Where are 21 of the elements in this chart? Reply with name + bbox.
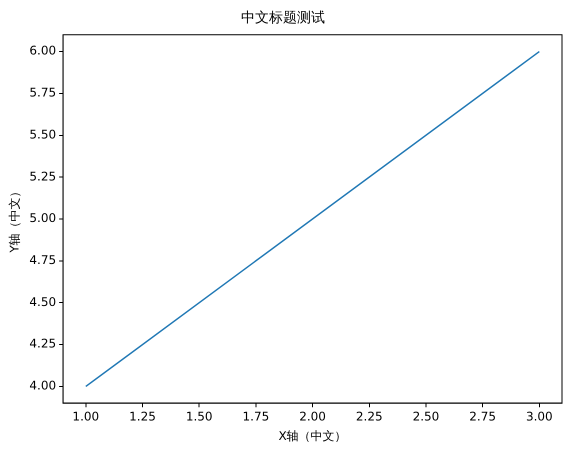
y-tick-label: 5.25 <box>29 169 56 184</box>
x-tick-label: 3.00 <box>526 410 553 424</box>
x-tick-label: 1.00 <box>72 410 100 424</box>
y-tick-label: 6.00 <box>29 44 56 58</box>
x-axis-title: X轴（中文） <box>278 428 347 443</box>
x-tick-label: 1.50 <box>186 410 213 424</box>
x-tick-label: 2.25 <box>356 410 383 424</box>
x-tick-label: 1.25 <box>129 410 156 424</box>
y-axis-title: Y轴（中文） <box>7 185 22 254</box>
y-tick-label: 4.25 <box>29 336 56 351</box>
y-tick-label: 5.00 <box>29 211 56 226</box>
x-tick-label: 2.00 <box>299 410 326 424</box>
y-tick-label: 4.50 <box>29 294 56 309</box>
y-tick-label: 5.50 <box>29 127 56 142</box>
x-tick-label: 1.75 <box>242 410 270 424</box>
y-tick-label: 4.75 <box>29 252 56 267</box>
chart-title: 中文标题测试 <box>241 10 325 26</box>
y-tick-label: 5.75 <box>29 86 56 100</box>
x-tick-label: 2.50 <box>412 410 440 424</box>
x-tick-label: 2.75 <box>469 410 496 424</box>
y-tick-label: 4.00 <box>29 378 56 393</box>
